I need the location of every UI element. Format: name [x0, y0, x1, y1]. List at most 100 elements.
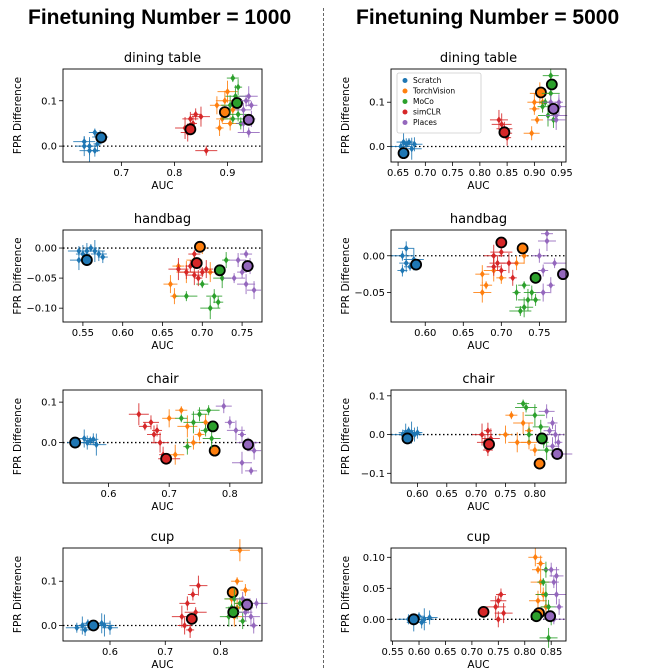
y-tick-label: −0.05	[354, 288, 385, 299]
data-point	[517, 307, 523, 315]
data-point	[235, 110, 241, 118]
x-tick-label: 0.70	[465, 489, 487, 500]
x-tick-label: 0.55	[72, 328, 94, 339]
data-point	[227, 119, 233, 127]
legend-marker	[402, 88, 408, 94]
subplot-3: handbag AUC FPR Difference 0.60 0.65 0.70 0.75…	[340, 212, 569, 352]
subplot-7: cup AUC FPR Difference 0.55 0.60 0.65 0.70 0.75…	[340, 530, 567, 671]
mean-marker	[547, 102, 560, 115]
mean-marker	[530, 610, 543, 623]
x-tick-label: 0.75	[231, 328, 253, 339]
data-point	[251, 286, 257, 294]
data-point	[538, 560, 544, 567]
data-point	[203, 265, 209, 273]
y-axis-label: FPR Difference	[340, 556, 352, 633]
y-axis-label: FPR Difference	[340, 237, 352, 314]
mean-marker	[227, 606, 240, 619]
x-axis-label: AUC	[151, 340, 173, 352]
x-axis-label: AUC	[151, 501, 173, 513]
data-point	[498, 248, 504, 256]
y-axis-label: FPR Difference	[12, 237, 24, 314]
data-point	[251, 447, 257, 455]
data-point	[178, 414, 184, 422]
y-tick-label: −0.05	[26, 274, 57, 285]
legend-entry: TorchVision	[412, 87, 455, 96]
data-point	[239, 459, 245, 467]
mean-marker	[544, 610, 557, 623]
data-point	[235, 256, 241, 264]
data-point	[90, 435, 96, 443]
data-point	[523, 403, 529, 411]
data-point	[248, 613, 254, 621]
data-point	[237, 599, 243, 607]
x-tick-label: 0.7	[113, 168, 129, 179]
x-axis-label: AUC	[467, 180, 489, 192]
mean-marker	[208, 444, 221, 457]
legend-marker	[402, 120, 408, 125]
data-point	[243, 280, 249, 288]
legend-entry: MoCo	[413, 97, 434, 106]
data-point	[230, 115, 236, 123]
axes-frame	[62, 547, 263, 642]
x-axis-label: AUC	[467, 340, 489, 352]
axes-frame	[390, 547, 567, 642]
data-point	[479, 270, 485, 278]
mean-marker	[529, 271, 542, 284]
legend-entry: simCLR	[413, 108, 441, 117]
data-point	[187, 115, 193, 123]
data-point	[552, 431, 558, 439]
data-point	[96, 250, 102, 258]
mean-marker	[95, 131, 108, 144]
data-point	[556, 603, 562, 611]
y-tick-label: 0.0	[41, 142, 57, 153]
subplot-title: chair	[462, 372, 495, 387]
data-point	[479, 289, 485, 297]
x-tick-label: 0.70	[414, 168, 436, 179]
data-point	[239, 430, 245, 438]
data-point	[543, 591, 549, 598]
data-point	[223, 256, 229, 264]
y-axis-label: FPR Difference	[340, 398, 352, 475]
data-point	[491, 252, 497, 260]
mean-marker	[206, 420, 219, 433]
legend-marker	[402, 109, 408, 115]
y-tick-label: 0.0	[369, 142, 385, 153]
y-tick-label: 0.1	[369, 98, 385, 109]
data-point	[531, 105, 537, 113]
subplot-5: chair AUC FPR Difference 0.60 0.65 0.70 0.75 0.…	[340, 372, 573, 513]
subplot-title: cup	[151, 530, 175, 545]
x-tick-label: 0.7	[157, 647, 173, 658]
data-point	[191, 271, 197, 279]
x-tick-label: 0.6	[102, 647, 118, 658]
data-point	[411, 140, 417, 148]
subplot-title: dining table	[440, 51, 517, 66]
data-point	[483, 281, 489, 289]
data-point	[544, 237, 550, 245]
data-point	[171, 292, 177, 300]
legend-entry: Places	[413, 118, 437, 127]
y-tick-label: −0.10	[26, 304, 57, 315]
x-tick-label: 0.60	[408, 647, 430, 658]
data-point	[92, 147, 98, 155]
data-point	[248, 467, 254, 475]
data-point	[187, 626, 193, 634]
axes-frame	[390, 229, 567, 323]
axes-frame	[62, 389, 263, 484]
data-point	[540, 266, 546, 274]
data-point	[151, 430, 157, 438]
data-point	[529, 289, 535, 297]
data-point	[183, 268, 189, 276]
data-point	[242, 586, 248, 594]
subplot-1: dining table AUC FPR Difference 0.65 0.70 0.7…	[340, 51, 573, 192]
data-point	[225, 88, 231, 96]
axes-frame	[62, 229, 263, 323]
data-point	[514, 438, 520, 446]
x-tick-label: 0.70	[191, 328, 213, 339]
data-point	[230, 74, 236, 82]
mean-marker	[410, 258, 423, 271]
data-point	[399, 252, 405, 260]
x-tick-label: 0.80	[514, 647, 536, 658]
data-point	[166, 414, 172, 422]
x-tick-label: 0.95	[551, 168, 573, 179]
legend-marker	[402, 78, 408, 83]
